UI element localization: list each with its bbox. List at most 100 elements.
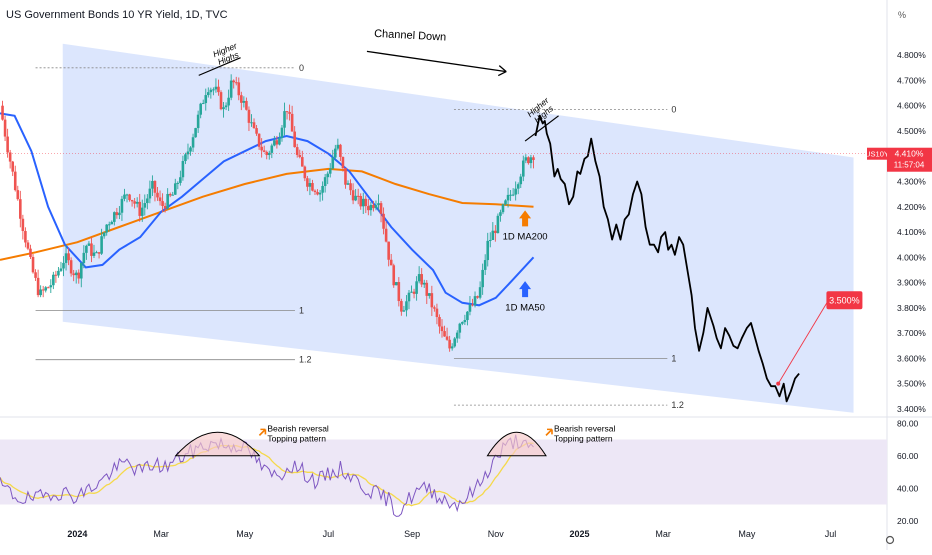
candle-body bbox=[476, 296, 479, 298]
candle-body bbox=[488, 239, 492, 241]
candle-body bbox=[524, 157, 528, 161]
chart-title: US Government Bonds 10 YR Yield, 1D, TVC bbox=[6, 9, 228, 21]
candle-body bbox=[334, 148, 337, 158]
candle-body bbox=[69, 260, 73, 274]
candle-body bbox=[120, 198, 124, 213]
candle-body bbox=[328, 168, 332, 174]
candle-body bbox=[199, 103, 202, 115]
bearish-reversal-label: Bearish reversal bbox=[267, 423, 329, 433]
candle-body bbox=[501, 204, 505, 213]
candle-body bbox=[34, 272, 37, 278]
candle-body bbox=[288, 112, 291, 114]
candle-body bbox=[331, 157, 335, 169]
bearish-reversal-label: Bearish reversal bbox=[554, 423, 616, 433]
target-dot bbox=[776, 381, 781, 386]
candle-body bbox=[499, 212, 502, 216]
candle-body bbox=[194, 128, 197, 138]
x-tick-label: Jul bbox=[323, 529, 335, 539]
candle-body bbox=[516, 184, 520, 189]
candle-body bbox=[217, 86, 220, 93]
candle-body bbox=[105, 224, 108, 233]
candle-body bbox=[445, 336, 449, 340]
candle-body bbox=[16, 190, 20, 200]
ma50-arrow-icon bbox=[519, 281, 532, 298]
candle-body bbox=[44, 287, 48, 291]
candle-body bbox=[529, 157, 533, 164]
ma200-line bbox=[0, 167, 534, 261]
ma50-label: 1D MA50 bbox=[505, 302, 545, 313]
channel-down-label: Channel Down bbox=[374, 28, 447, 44]
candle-body bbox=[285, 111, 289, 113]
candle-body bbox=[196, 114, 200, 129]
candle-body bbox=[189, 147, 192, 152]
candle-body bbox=[267, 152, 271, 156]
candle-body bbox=[113, 212, 116, 222]
x-tick-label: Jul bbox=[825, 529, 837, 539]
candle-body bbox=[102, 232, 106, 237]
rsi-line bbox=[0, 434, 534, 517]
candle-body bbox=[273, 140, 276, 146]
candle-body bbox=[471, 304, 474, 306]
candle-body bbox=[153, 180, 157, 193]
candle-body bbox=[468, 304, 472, 312]
last-price-label: 4.410% bbox=[895, 149, 924, 159]
candle-body bbox=[278, 137, 281, 145]
candle-body bbox=[321, 185, 324, 193]
candle-body bbox=[283, 111, 286, 128]
candle-body bbox=[123, 194, 126, 199]
candle-body bbox=[1, 105, 4, 120]
candle-body bbox=[148, 188, 152, 199]
fib-level-label: 1 bbox=[671, 353, 676, 363]
x-tick-label: Mar bbox=[153, 529, 169, 539]
candle-body bbox=[128, 194, 131, 201]
candle-body bbox=[458, 323, 462, 333]
candle-body bbox=[173, 183, 177, 195]
candle-body bbox=[290, 113, 294, 132]
last-time-label: 11:57:04 bbox=[894, 161, 925, 170]
candle-body bbox=[79, 263, 83, 279]
candle-body bbox=[97, 252, 101, 254]
candle-body bbox=[118, 212, 121, 216]
candle-body bbox=[26, 242, 30, 249]
candle-body bbox=[255, 128, 258, 134]
y-tick-label: 4.700% bbox=[897, 75, 926, 85]
fib-level-label: 0 bbox=[671, 104, 676, 114]
candle-body bbox=[6, 136, 9, 153]
candle-body bbox=[186, 151, 190, 155]
candle-body bbox=[260, 146, 263, 151]
candle-body bbox=[46, 287, 50, 289]
candle-body bbox=[82, 252, 86, 264]
fib-level-label: 1.2 bbox=[671, 400, 684, 410]
candle-body bbox=[130, 200, 134, 202]
candle-body bbox=[448, 339, 451, 349]
candle-body bbox=[308, 183, 312, 187]
candle-body bbox=[303, 166, 307, 179]
candle-body bbox=[318, 192, 322, 195]
candle-body bbox=[232, 80, 236, 83]
candle-body bbox=[344, 168, 347, 185]
target-connector bbox=[777, 300, 829, 384]
ma200-label: 1D MA200 bbox=[503, 232, 548, 243]
channel-down-arrow bbox=[366, 50, 507, 73]
candle-body bbox=[306, 178, 309, 187]
candle-body bbox=[473, 296, 477, 306]
candle-body bbox=[24, 231, 27, 243]
candle-body bbox=[181, 161, 185, 178]
candle-body bbox=[77, 272, 81, 279]
candle-body bbox=[163, 205, 167, 209]
candle-body bbox=[519, 176, 523, 185]
candle-body bbox=[227, 97, 230, 106]
target-tag bbox=[826, 291, 863, 310]
candle-body bbox=[252, 122, 256, 129]
candle-body bbox=[87, 243, 91, 246]
y-tick-label: 4.100% bbox=[897, 227, 926, 237]
y-tick-label: 3.400% bbox=[897, 404, 926, 414]
candle-body bbox=[212, 89, 215, 91]
candle-body bbox=[171, 194, 175, 196]
candle-body bbox=[234, 82, 238, 84]
candle-body bbox=[384, 228, 388, 242]
candle-body bbox=[62, 262, 65, 269]
candle-body bbox=[478, 287, 482, 298]
y-tick-label: 3.900% bbox=[897, 278, 926, 288]
